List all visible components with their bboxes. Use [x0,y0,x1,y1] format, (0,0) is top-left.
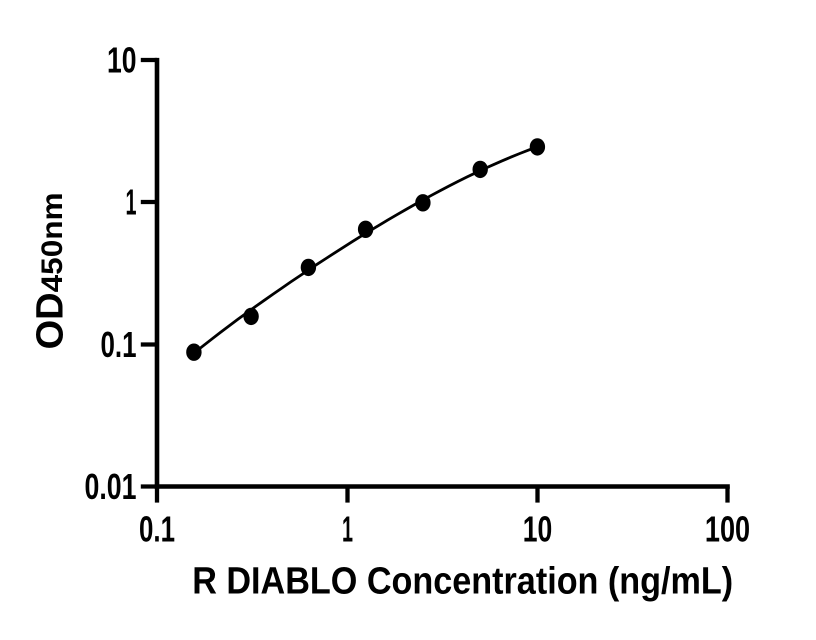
svg-text:0.1: 0.1 [101,324,137,365]
svg-text:1: 1 [126,181,137,222]
svg-text:10: 10 [523,508,553,549]
svg-text:1: 1 [342,508,353,549]
svg-text:OD450nm: OD450nm [29,192,71,349]
svg-text:10: 10 [107,39,137,80]
svg-text:100: 100 [705,508,750,549]
svg-text:R DIABLO Concentration (ng/mL): R DIABLO Concentration (ng/mL) [192,561,733,603]
svg-text:0.01: 0.01 [85,466,137,507]
svg-text:0.1: 0.1 [139,508,175,549]
